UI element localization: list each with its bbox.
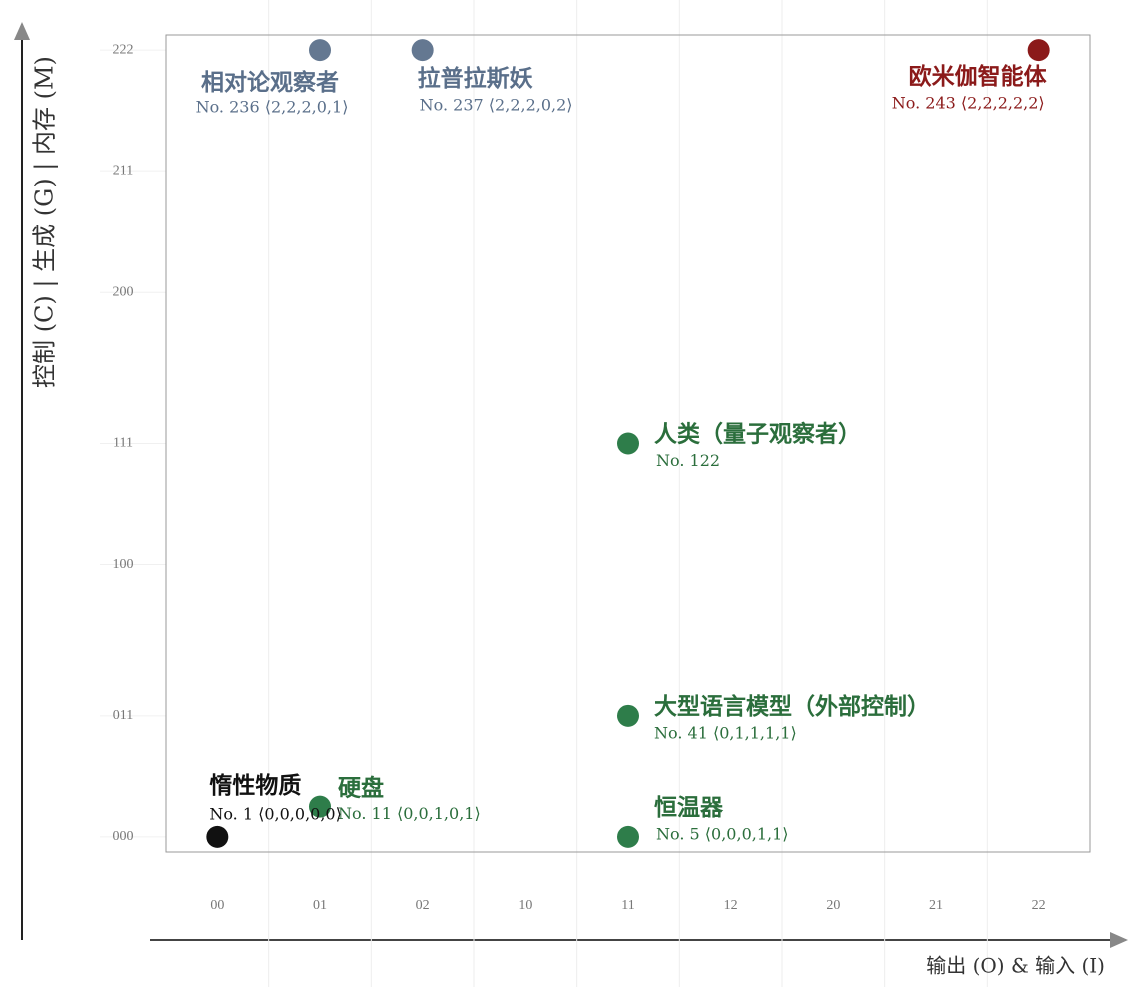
point-title: 相对论观察者 xyxy=(201,69,339,96)
y-tick-label: 000 xyxy=(113,829,134,844)
point-title: 拉普拉斯妖 xyxy=(418,65,533,92)
x-tick-label: 10 xyxy=(518,898,532,913)
y-tick-label: 011 xyxy=(113,708,133,723)
label-backdrop xyxy=(30,40,62,410)
x-tick-label: 21 xyxy=(929,898,943,913)
point-detail: No. 41 ⟨0,1,1,1,1⟩ xyxy=(654,723,797,742)
point-title: 人类（量子观察者） xyxy=(654,421,861,448)
y-tick-label: 211 xyxy=(113,163,133,178)
y-tick-label: 222 xyxy=(113,42,134,57)
x-tick-label: 00 xyxy=(210,898,224,913)
point-detail: No. 237 ⟨2,2,2,0,2⟩ xyxy=(420,96,573,115)
y-tick-label: 111 xyxy=(113,436,133,451)
point-detail: No. 243 ⟨2,2,2,2,2⟩ xyxy=(892,94,1045,113)
point-detail: No. 1 ⟨0,0,0,0,0⟩ xyxy=(209,804,342,823)
point xyxy=(206,825,229,848)
point xyxy=(309,39,331,62)
point xyxy=(411,39,434,62)
point xyxy=(1027,39,1050,62)
point xyxy=(617,825,639,848)
point-detail: No. 236 ⟨2,2,2,0,1⟩ xyxy=(196,98,349,117)
point-detail: No. 5 ⟨0,0,0,1,1⟩ xyxy=(656,824,789,843)
x-axis-label: 输出 (O) & 输入 (I) xyxy=(926,954,1105,978)
y-tick-label: 200 xyxy=(113,284,134,299)
point-title: 惰性物质 xyxy=(209,772,301,799)
point xyxy=(617,704,639,727)
x-tick-label: 01 xyxy=(313,898,327,913)
point-title: 大型语言模型（外部控制） xyxy=(654,693,930,720)
point xyxy=(309,795,331,818)
x-tick-label: 20 xyxy=(826,898,840,913)
y-axis-label: 控制 (C) | 生成 (G) | 内存 (M) xyxy=(31,56,60,388)
x-tick-label: 02 xyxy=(416,898,430,913)
point-title: 硬盘 xyxy=(338,775,384,802)
plot-frame xyxy=(165,34,1091,853)
x-tick-label: 22 xyxy=(1032,898,1046,913)
y-tick-label: 100 xyxy=(113,557,134,572)
point xyxy=(617,432,639,455)
point-title: 欧米伽智能体 xyxy=(909,63,1048,90)
point-title: 恒温器 xyxy=(654,794,724,821)
x-tick-label: 12 xyxy=(724,898,738,913)
point-detail: No. 11 ⟨0,0,1,0,1⟩ xyxy=(338,804,481,823)
point-detail: No. 122 xyxy=(656,451,720,470)
x-tick-label: 11 xyxy=(621,898,634,913)
